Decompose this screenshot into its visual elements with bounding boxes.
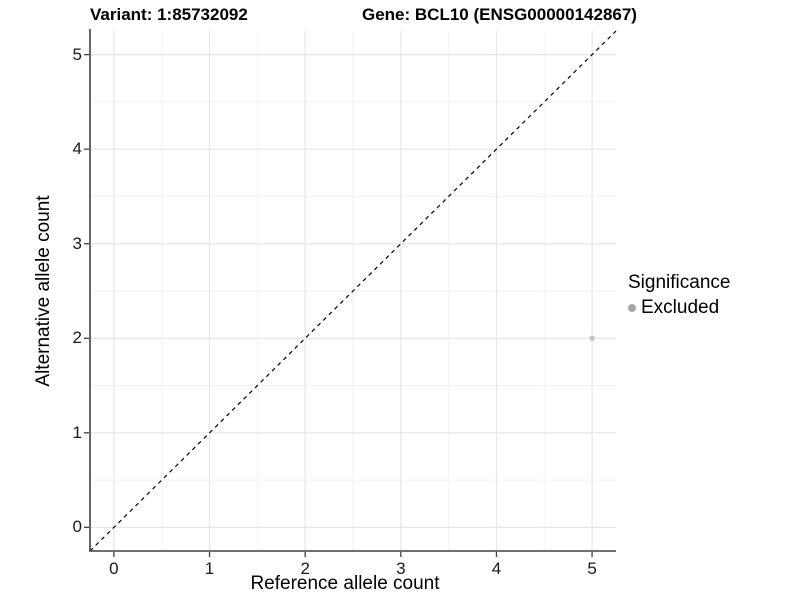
data-point-excluded [589,335,595,341]
y-axis-title: Alternative allele count [33,195,54,387]
y-tick-label: 3 [72,233,82,253]
plot-title-gene: Gene: BCL10 (ENSG00000142867) [362,5,637,24]
x-tick-label: 5 [587,559,597,578]
y-tick-label: 0 [72,517,82,537]
x-tick-label: 4 [491,559,502,578]
x-tick-label: 2 [300,559,310,578]
plot-title-variant: Variant: 1:85732092 [90,5,248,24]
x-tick-label: 1 [204,559,215,578]
legend: Significance Excluded [628,272,730,319]
legend-point-icon [628,304,636,312]
identity-dashed-line [89,30,617,552]
legend-title: Significance [628,272,731,293]
legend-entry-label: Excluded [641,297,720,318]
x-tick-label: 0 [109,559,119,578]
y-tick-label: 5 [72,44,82,64]
x-axis-title: Reference allele count [250,573,440,594]
y-tick-label: 2 [72,328,82,348]
legend-entry-excluded: Excluded [628,297,730,319]
y-tick-label: 4 [72,139,82,159]
x-tick-label: 3 [396,559,406,578]
y-tick-label: 1 [72,422,82,442]
